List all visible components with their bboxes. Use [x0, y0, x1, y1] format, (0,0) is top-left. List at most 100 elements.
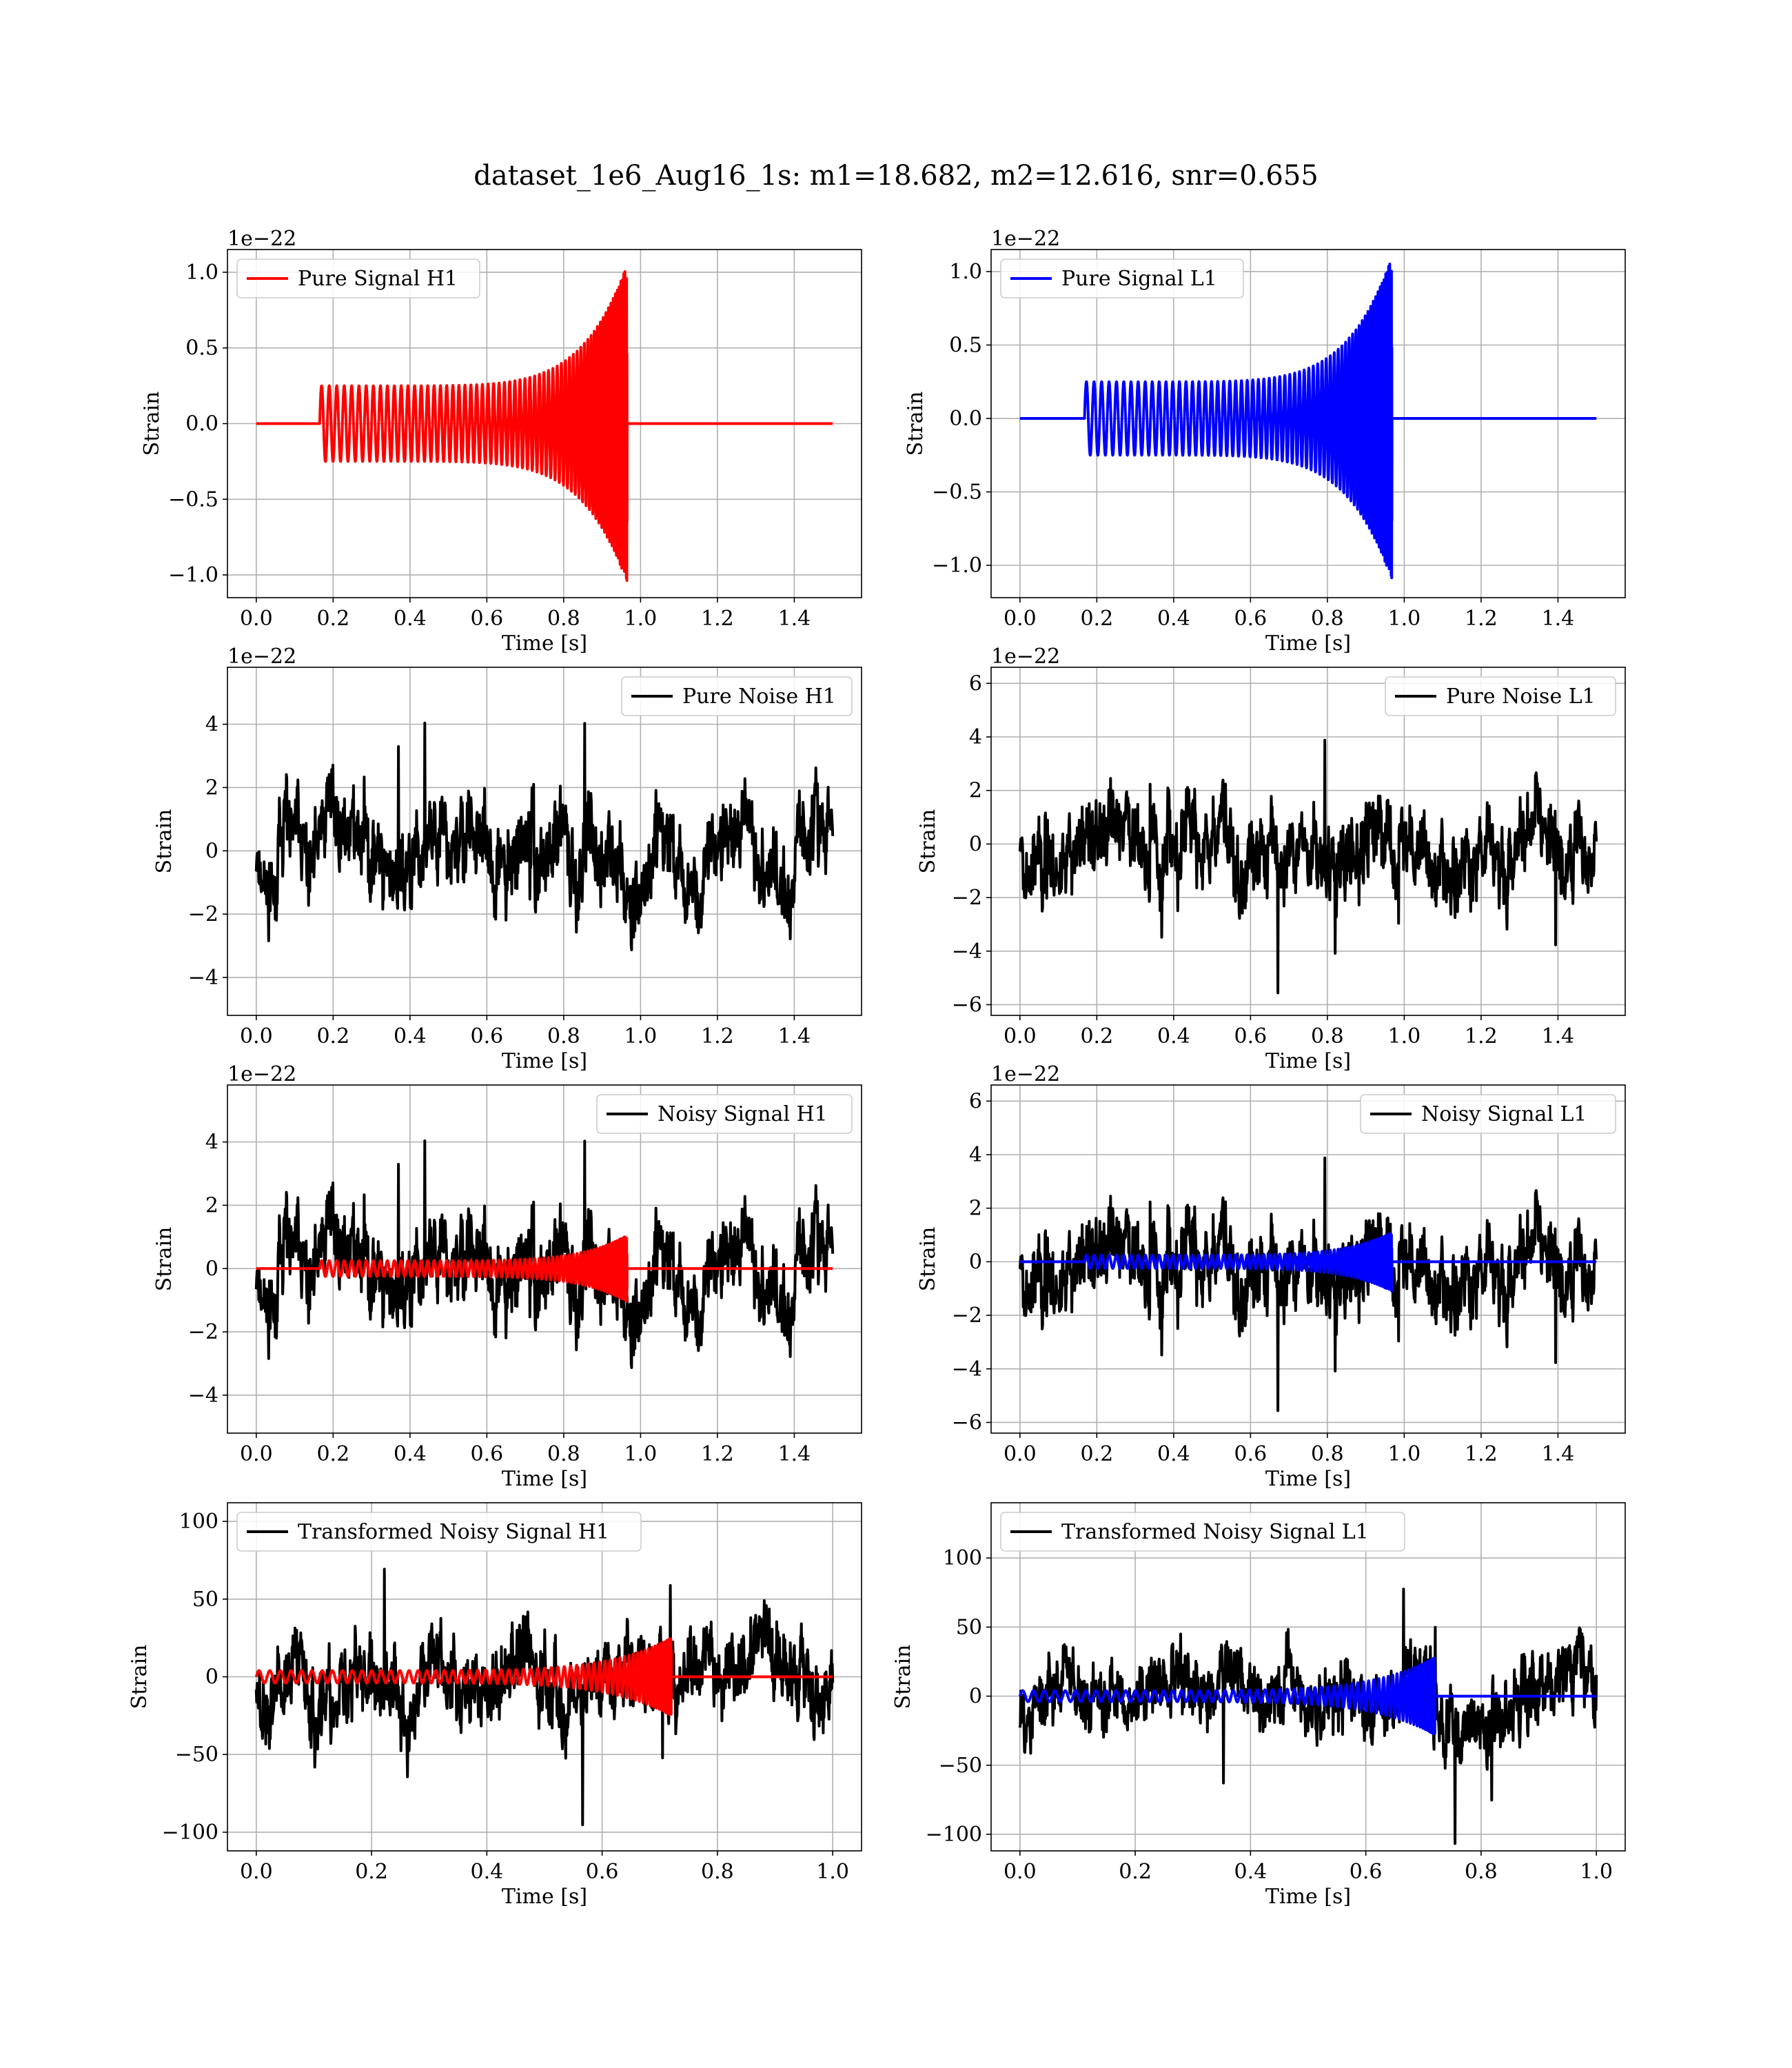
x-tick-label: 0.8: [547, 1024, 580, 1048]
legend-label: Noisy Signal H1: [658, 1102, 828, 1126]
x-axis-label: Time [s]: [1265, 631, 1351, 656]
axes-frame: [227, 667, 862, 1016]
x-tick-label: 0.0: [1004, 607, 1037, 631]
x-tick-label: 0.4: [1157, 1024, 1190, 1048]
y-tick-label: −2: [188, 1320, 218, 1344]
axes-frame: [990, 667, 1626, 1016]
x-axis-label: Time [s]: [1265, 1049, 1351, 1073]
x-tick-label: 0.4: [1234, 1860, 1267, 1884]
x-tick-label: 0.2: [316, 1024, 349, 1048]
x-tick-label: 0.4: [1157, 1442, 1190, 1466]
plot-area: [254, 1139, 835, 1369]
y-axis-label: Strain: [904, 392, 928, 456]
legend-box: [236, 258, 480, 298]
x-axis-label: Time [s]: [502, 1885, 587, 1909]
x-tick-label: 1.2: [1465, 607, 1498, 631]
x-tick-label: 0.2: [355, 1860, 388, 1884]
x-tick-label: 0.2: [1080, 1442, 1113, 1466]
x-tick-label: 0.0: [240, 1442, 273, 1466]
y-tick-label: −4: [188, 966, 218, 990]
y-tick-label: 100: [179, 1510, 218, 1534]
x-tick-label: 1.4: [1542, 1442, 1575, 1466]
x-tick-label: 1.2: [701, 607, 734, 631]
y-tick-label: 0: [205, 839, 218, 863]
series-signal-noisy-signal-h1: [255, 1235, 834, 1303]
x-tick-label: 1.4: [1542, 1024, 1575, 1048]
x-tick-label: 1.2: [701, 1442, 734, 1466]
x-tick-label: 1.0: [816, 1860, 849, 1884]
subplot-pure-noise-h1: 0.0 0.2 0.4 0.6 0.8 1.0 1.2 1.4 −4 −2 0 2 4 Time [s] S…: [152, 645, 862, 1073]
x-tick-label: 0.8: [701, 1860, 734, 1884]
x-tick-label: 1.0: [1580, 1860, 1613, 1884]
y-tick-label: −6: [952, 993, 982, 1017]
axis-offset-text: 1e−22: [991, 645, 1060, 669]
x-tick-label: 0.2: [1080, 1024, 1113, 1048]
axes-frame: [990, 1502, 1626, 1852]
plot-area: [255, 270, 834, 582]
y-axis-label: Strain: [891, 1645, 915, 1710]
series-noise-pure-noise-l1: [1018, 738, 1598, 995]
x-tick-label: 0.2: [1119, 1860, 1152, 1884]
x-tick-label: 1.4: [778, 1442, 811, 1466]
y-tick-label: 0.0: [185, 412, 218, 436]
axis-offset-text: 1e−22: [227, 1062, 296, 1086]
legend-box: [1000, 1512, 1405, 1552]
legend-box: [1360, 1094, 1616, 1134]
plot-area: [1018, 1156, 1598, 1412]
x-tick-label: 0.4: [394, 1442, 427, 1466]
y-tick-label: −0.5: [168, 487, 218, 511]
x-tick-label: 0.2: [316, 1442, 349, 1466]
x-tick-label: 0.6: [471, 607, 504, 631]
legend: Noisy Signal L1: [1360, 1094, 1616, 1134]
x-axis-label: Time [s]: [1265, 1885, 1351, 1909]
subplot-transformed-h1: 0.0 0.2 0.4 0.6 0.8 1.0 −100 −50 0 50 100 Time [s] S…: [128, 1502, 862, 1909]
y-tick-label: −100: [162, 1821, 218, 1845]
x-tick-label: 0.8: [1465, 1860, 1498, 1884]
x-axis-label: Time [s]: [502, 631, 587, 656]
x-tick-label: 0.6: [1234, 607, 1267, 631]
y-axis-label: Strain: [916, 1227, 940, 1292]
legend: Pure Signal L1: [1000, 258, 1244, 298]
x-tick-label: 0.6: [471, 1442, 504, 1466]
y-tick-label: 0: [205, 1257, 218, 1281]
subplot-noisy-signal-h1: 0.0 0.2 0.4 0.6 0.8 1.0 1.2 1.4 −4 −2 0 2 4 Time [s] S…: [152, 1062, 862, 1491]
x-tick-label: 0.0: [1004, 1442, 1037, 1466]
series-noise-transformed-h1: [254, 1568, 835, 1827]
x-tick-label: 0.8: [547, 607, 580, 631]
x-tick-label: 1.0: [1388, 607, 1421, 631]
series-noise-transformed-l1: [1018, 1588, 1598, 1845]
x-tick-label: 1.4: [778, 1024, 811, 1048]
x-tick-label: 1.0: [1388, 1024, 1421, 1048]
x-tick-label: 0.6: [1350, 1860, 1383, 1884]
subplot-pure-noise-l1: 0.0 0.2 0.4 0.6 0.8 1.0 1.2 1.4 −6 −4 −2 0 2 4 6 Time […: [916, 645, 1626, 1073]
y-tick-label: −0.5: [932, 480, 982, 505]
legend-label: Transformed Noisy Signal L1: [1061, 1520, 1369, 1544]
x-tick-label: 0.4: [394, 607, 427, 631]
legend-label: Pure Signal H1: [298, 267, 458, 291]
y-tick-label: −100: [926, 1823, 982, 1847]
x-tick-label: 0.4: [471, 1860, 504, 1884]
x-tick-label: 0.0: [1004, 1024, 1037, 1048]
y-tick-label: 1.0: [185, 261, 218, 285]
x-tick-label: 1.2: [701, 1024, 734, 1048]
legend-label: Pure Noise L1: [1446, 685, 1596, 709]
axis-offset-text: 1e−22: [991, 1062, 1060, 1086]
plot-area: [1018, 738, 1598, 995]
legend: Pure Signal H1: [236, 258, 480, 298]
axes-frame: [990, 249, 1626, 598]
x-tick-label: 0.0: [240, 1860, 273, 1884]
y-tick-label: −50: [175, 1743, 218, 1767]
y-axis-label: Strain: [916, 809, 940, 874]
y-axis-label: Strain: [152, 809, 176, 874]
legend-box: [596, 1094, 853, 1134]
y-tick-label: −4: [952, 1357, 982, 1381]
series-noise-pure-noise-h1: [254, 721, 835, 951]
grid-lines: [991, 250, 1625, 598]
y-tick-label: 50: [192, 1588, 218, 1612]
x-tick-label: 1.4: [1542, 607, 1575, 631]
axis-offset-text: 1e−22: [227, 645, 296, 669]
y-tick-label: −4: [188, 1383, 218, 1408]
series-signal-pure-signal-h1: [255, 270, 834, 582]
legend-label: Transformed Noisy Signal H1: [298, 1520, 609, 1544]
y-tick-label: −2: [952, 886, 982, 910]
